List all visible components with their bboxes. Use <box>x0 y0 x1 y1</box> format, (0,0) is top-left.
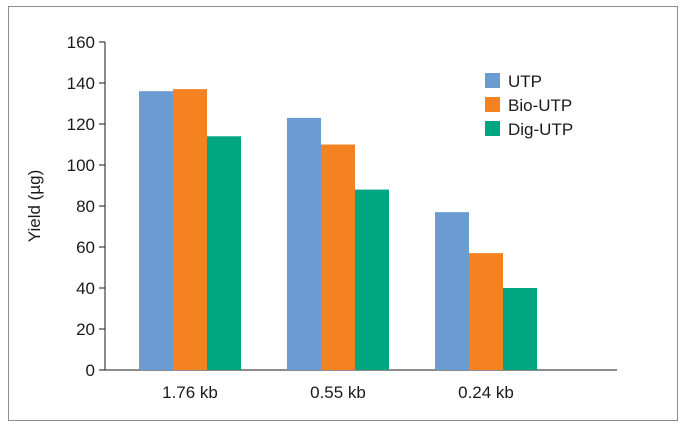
legend: UTP Bio-UTP Dig-UTP <box>485 72 573 139</box>
y-axis: 0 20 40 60 80 100 120 140 160 <box>67 33 106 380</box>
legend-swatch-bio-utp <box>485 97 500 112</box>
y-tick-label: 120 <box>67 115 95 134</box>
y-tick-label: 0 <box>86 361 95 380</box>
bar-utp-2 <box>435 212 469 370</box>
x-axis: 1.76 kb 0.55 kb 0.24 kb <box>105 369 617 402</box>
bar-chart: 0 20 40 60 80 100 120 140 160 1.76 kb 0.55 kb 0.24… <box>25 33 617 402</box>
legend-label: Dig-UTP <box>508 120 573 139</box>
y-tick-label: 60 <box>76 238 95 257</box>
legend-label: UTP <box>508 72 542 91</box>
chart-frame: 0 20 40 60 80 100 120 140 160 1.76 kb 0.55 kb 0.24… <box>8 6 678 421</box>
bar-bio-utp-1 <box>321 144 355 370</box>
y-tick-label: 140 <box>67 74 95 93</box>
bar-bio-utp-0 <box>173 89 207 371</box>
bar-dig-utp-1 <box>355 189 389 370</box>
bar-utp-0 <box>139 91 173 370</box>
bars <box>139 89 537 371</box>
y-tick-label: 100 <box>67 156 95 175</box>
y-axis-title: Yield (µg) <box>25 170 44 242</box>
bar-dig-utp-0 <box>207 136 241 370</box>
bar-bio-utp-2 <box>469 253 503 370</box>
x-tick-label: 0.24 kb <box>458 383 514 402</box>
y-tick-label: 160 <box>67 33 95 52</box>
bar-utp-1 <box>287 117 321 370</box>
bar-dig-utp-2 <box>503 288 537 370</box>
y-tick-label: 80 <box>76 197 95 216</box>
legend-swatch-utp <box>485 73 500 88</box>
x-tick-label: 0.55 kb <box>310 383 366 402</box>
y-tick-label: 40 <box>76 279 95 298</box>
y-tick-label: 20 <box>76 320 95 339</box>
x-tick-label: 1.76 kb <box>162 383 218 402</box>
legend-label: Bio-UTP <box>508 96 572 115</box>
legend-swatch-dig-utp <box>485 121 500 136</box>
